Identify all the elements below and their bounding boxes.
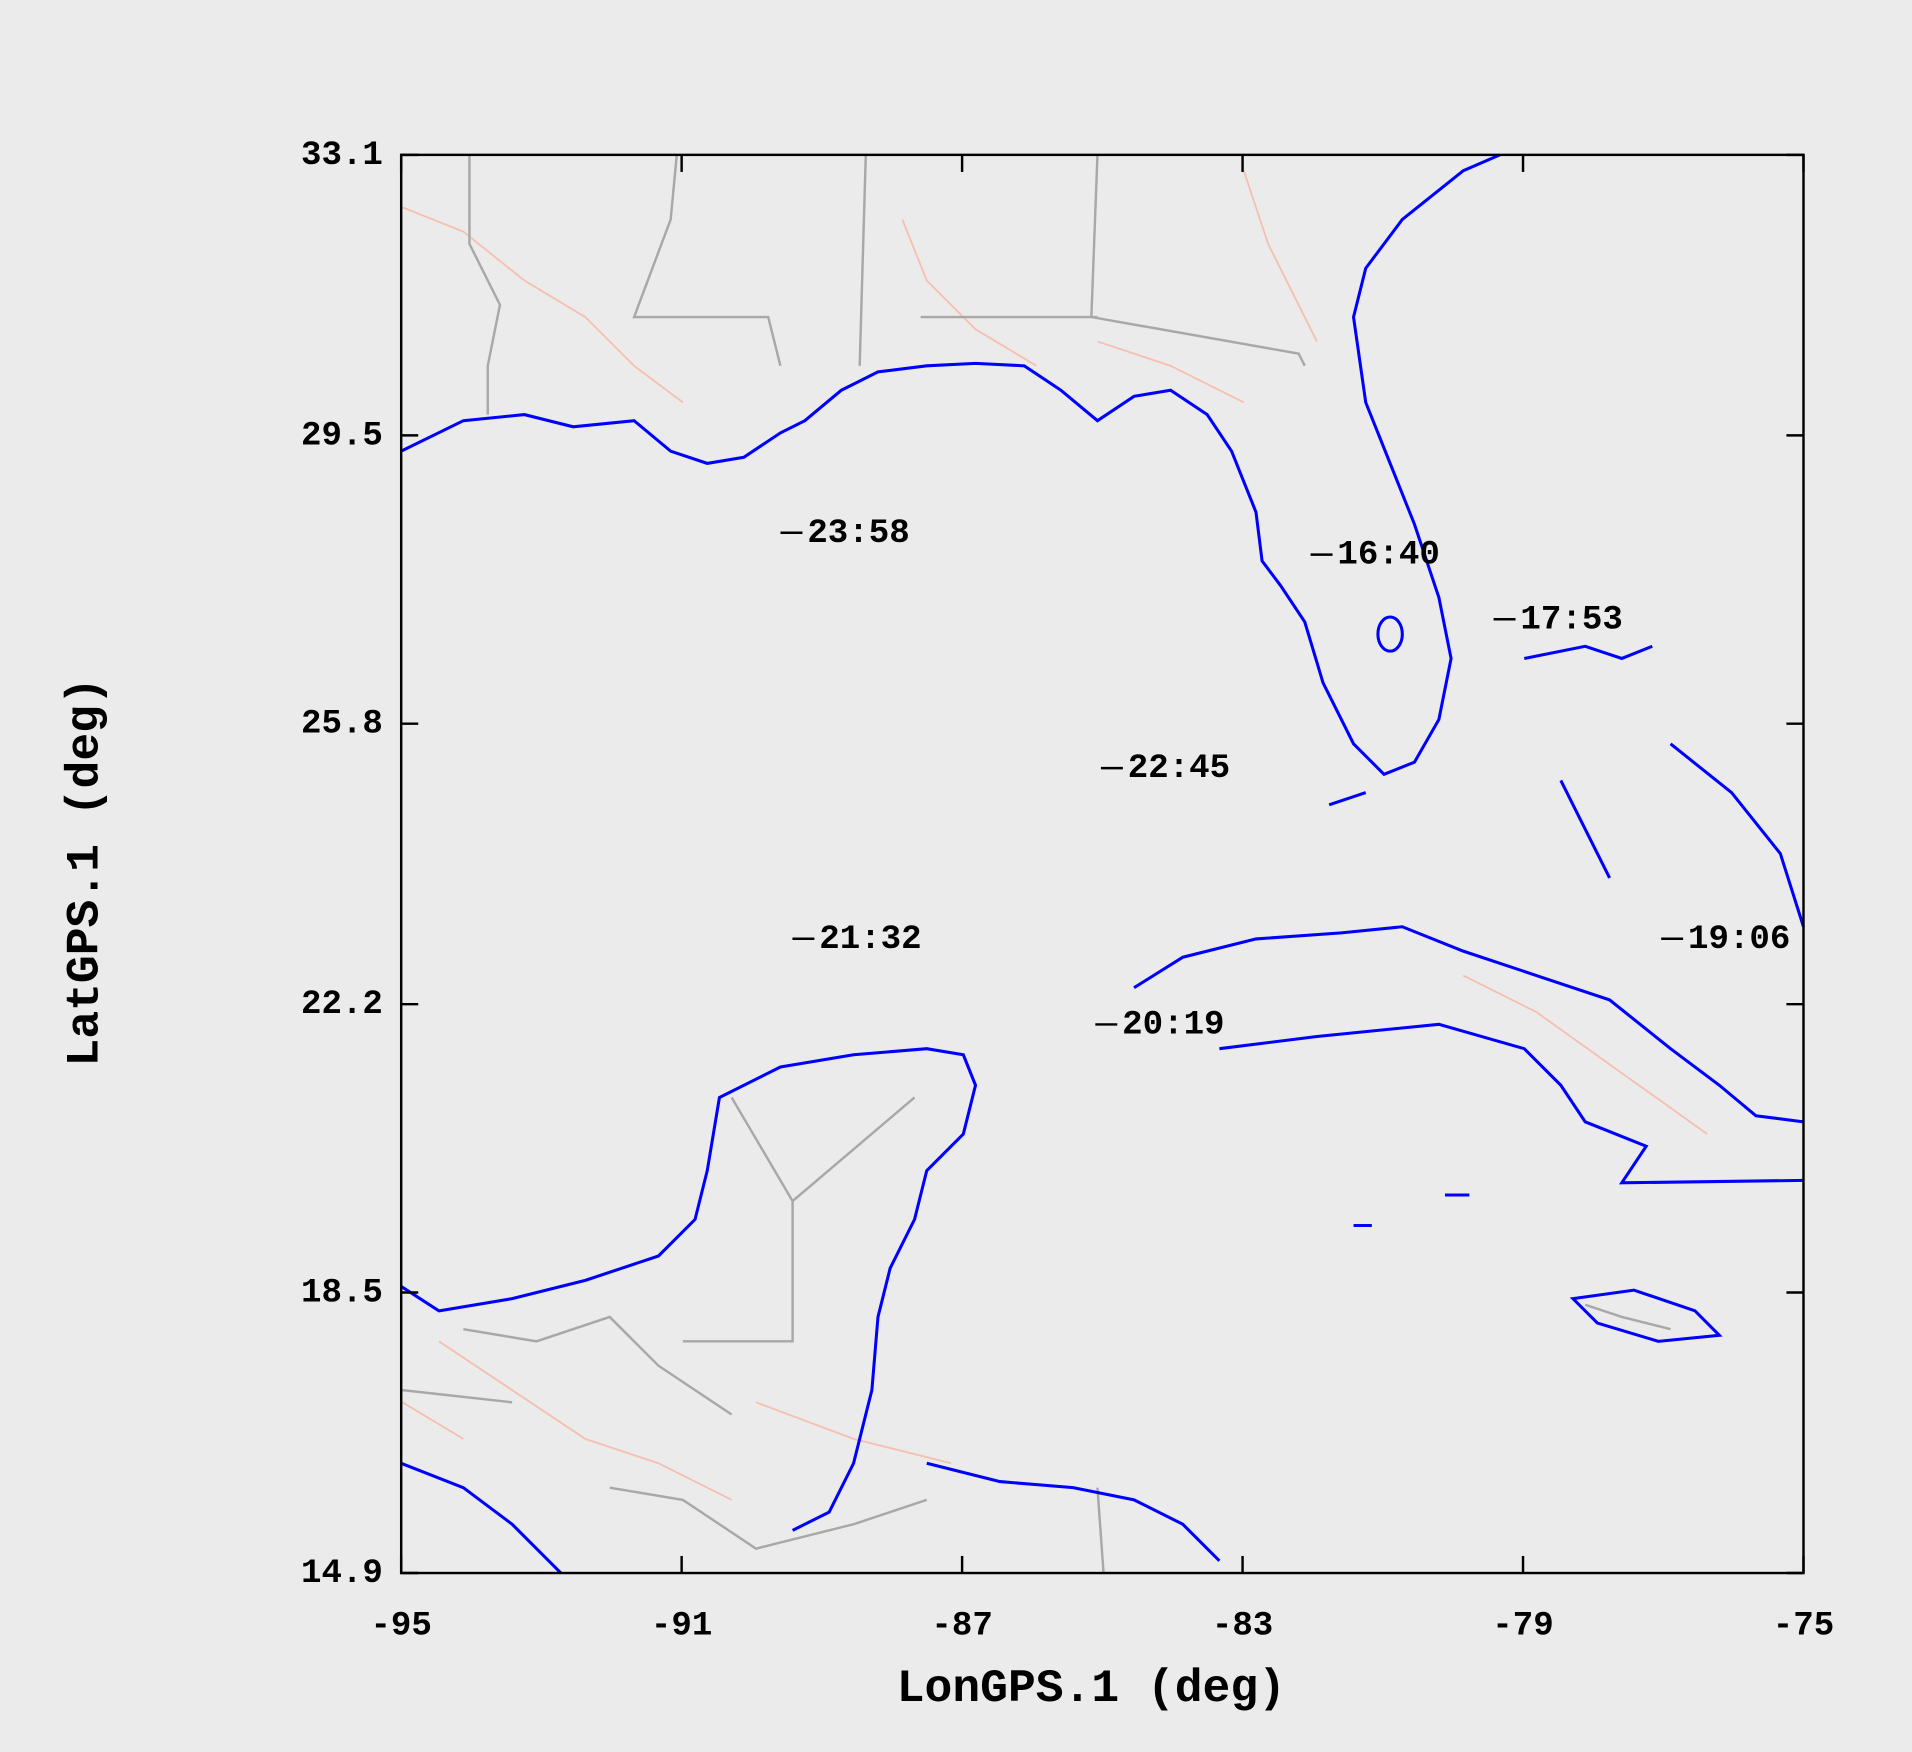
x-axis-title: LonGPS.1 (deg) xyxy=(897,1662,1286,1715)
plot-frame xyxy=(399,153,1805,1575)
x-tick-label: -95 xyxy=(370,1607,431,1645)
plot-root: LonGPS.1 (deg) LatGPS.1 (deg) -95 -91 -87 -… xyxy=(59,137,1835,1715)
state-border xyxy=(402,154,1671,1574)
coastline xyxy=(1328,644,1805,1343)
y-tick-label: 33.1 xyxy=(301,137,383,175)
annotation: 20:19 xyxy=(1122,1006,1224,1044)
y-tick-label: 25.8 xyxy=(301,706,383,744)
annotation: 23:58 xyxy=(807,515,909,553)
map-background xyxy=(400,153,1805,1575)
lake xyxy=(1376,615,1404,653)
x-tick-label: -79 xyxy=(1492,1607,1553,1645)
x-tick-label: -75 xyxy=(1773,1607,1834,1645)
coastline xyxy=(400,1047,1221,1575)
x-tick-label: -87 xyxy=(931,1607,992,1645)
annotation: 16:40 xyxy=(1337,537,1439,575)
annotation: 19:06 xyxy=(1688,921,1790,959)
coastline xyxy=(1133,925,1804,1185)
river xyxy=(401,170,1708,1501)
annotation: 21:32 xyxy=(819,921,921,959)
annotation: 22:45 xyxy=(1128,750,1230,788)
plot-area xyxy=(401,154,1804,1574)
x-tick-label: -91 xyxy=(651,1607,712,1645)
y-tick-label: 29.5 xyxy=(301,417,383,455)
y-axis-title: LatGPS.1 (deg) xyxy=(59,677,112,1066)
y-tick-label: 22.2 xyxy=(301,986,383,1024)
x-tick-label: -83 xyxy=(1212,1607,1273,1645)
y-tick-label: 14.9 xyxy=(301,1555,383,1593)
coastline xyxy=(400,153,1501,777)
y-tick-label: 18.5 xyxy=(301,1275,383,1313)
annotation: 17:53 xyxy=(1520,601,1622,639)
